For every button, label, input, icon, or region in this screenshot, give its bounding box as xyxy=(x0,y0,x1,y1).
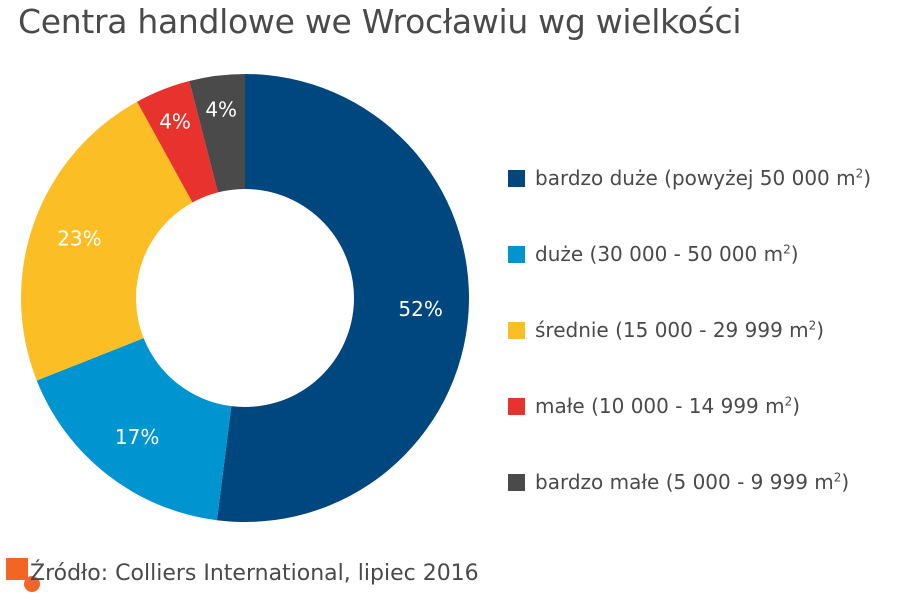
data-label-bardzo-male: 4% xyxy=(205,97,237,121)
logo-dot xyxy=(24,576,40,592)
data-label-duze: 17% xyxy=(115,425,159,449)
legend-item-srednie: średnie (15 000 - 29 999 m2) xyxy=(508,292,898,368)
legend-swatch-bardzo-duze xyxy=(508,169,525,187)
legend-label-srednie: średnie (15 000 - 29 999 m2) xyxy=(535,318,825,342)
data-label-srednie: 23% xyxy=(57,226,101,250)
legend-item-bardzo-duze: bardzo duże (powyżej 50 000 m2) xyxy=(508,140,898,216)
legend-label-bardzo-male: bardzo małe (5 000 - 9 999 m2) xyxy=(535,470,850,494)
donut-chart: 52% 17% 23% 4% 4% xyxy=(21,74,469,522)
legend-swatch-male xyxy=(508,397,525,415)
data-label-male: 4% xyxy=(159,109,191,133)
chart-title: Centra handlowe we Wrocławiu wg wielkośc… xyxy=(18,2,742,41)
slice-bardzo-duze xyxy=(216,74,469,522)
slice-male xyxy=(137,81,218,203)
legend-label-bardzo-duze: bardzo duże (powyżej 50 000 m2) xyxy=(535,166,872,190)
slice-srednie xyxy=(21,101,193,381)
legend-swatch-duze xyxy=(508,245,525,263)
logo-square xyxy=(6,558,28,580)
legend-label-male: małe (10 000 - 14 999 m2) xyxy=(535,394,801,418)
legend-label-duze: duże (30 000 - 50 000 m2) xyxy=(535,242,799,266)
source-note: Źródło: Colliers International, lipiec 2… xyxy=(30,561,479,586)
slice-bardzo-male xyxy=(189,74,245,193)
legend-swatch-srednie xyxy=(508,321,525,339)
logo-icon xyxy=(6,558,40,594)
legend-swatch-bardzo-male xyxy=(508,473,525,491)
slice-duze xyxy=(36,338,232,521)
legend-item-bardzo-male: bardzo małe (5 000 - 9 999 m2) xyxy=(508,444,898,520)
legend-item-male: małe (10 000 - 14 999 m2) xyxy=(508,368,898,444)
data-label-bardzo-duze: 52% xyxy=(398,297,442,321)
legend: bardzo duże (powyżej 50 000 m2) duże (30… xyxy=(508,140,898,520)
legend-item-duze: duże (30 000 - 50 000 m2) xyxy=(508,216,898,292)
